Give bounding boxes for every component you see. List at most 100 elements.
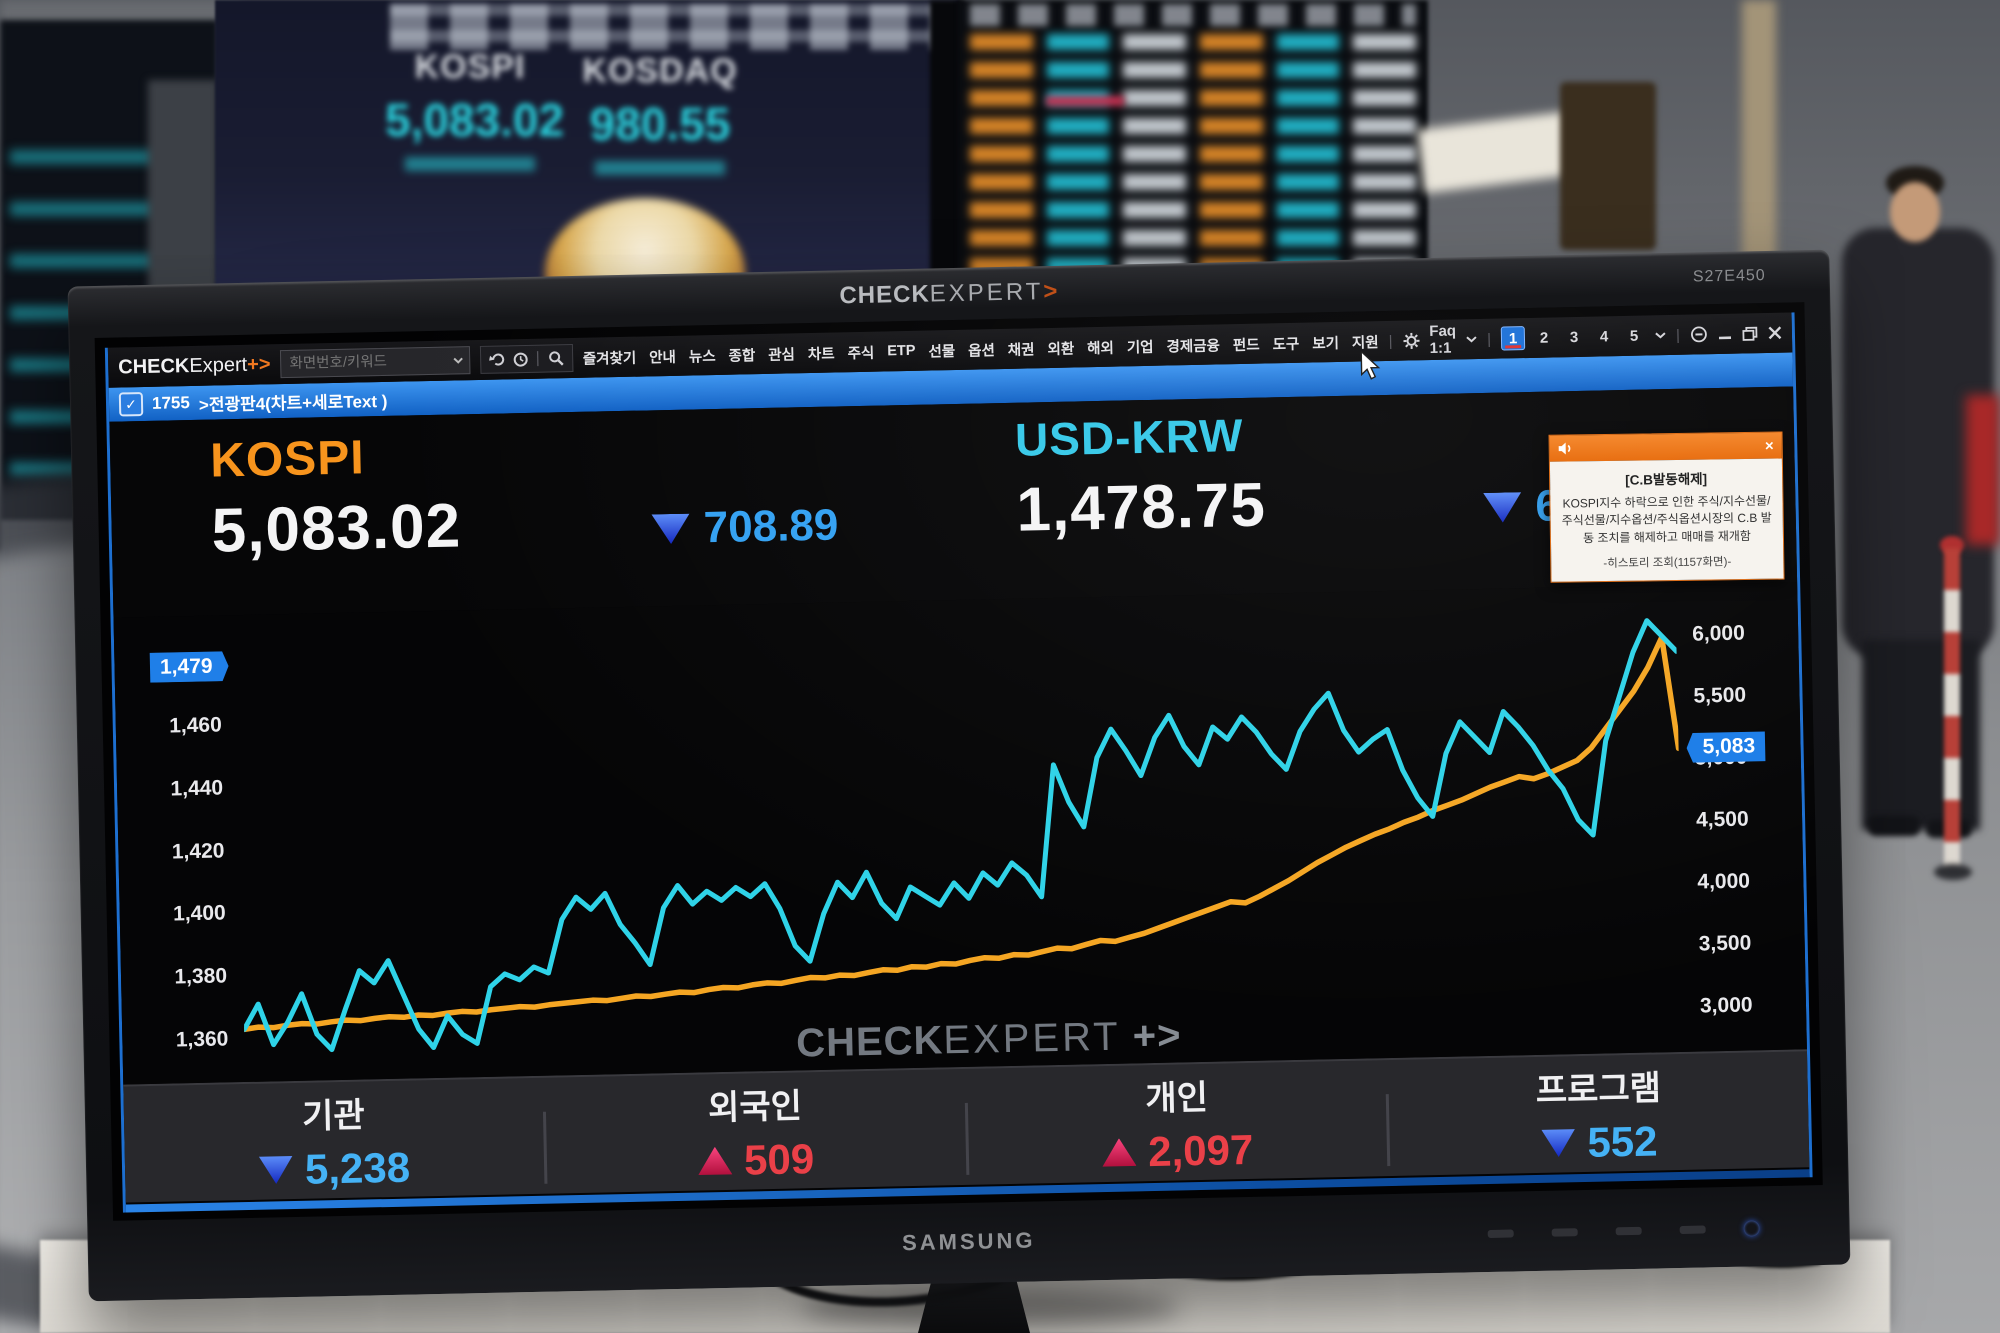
kospi-label: KOSPI	[209, 431, 366, 488]
menu-item-종합[interactable]: 종합	[728, 347, 756, 365]
popup-footer: -히스토리 조회(1157화면)-	[1603, 556, 1732, 571]
menu-item-기업[interactable]: 기업	[1126, 339, 1154, 356]
stat-value: 5,238	[304, 1143, 411, 1193]
history-clock-icon[interactable]	[513, 351, 528, 367]
faq-ratio-label[interactable]: Faq 1:1	[1429, 322, 1457, 358]
axis-tick-3,000: 3,000	[1699, 993, 1753, 1018]
favorite-checkbox[interactable]: ✓	[118, 392, 144, 417]
menu-item-지원[interactable]: 지원	[1351, 334, 1379, 352]
left-axis-usdkrw: 1,460 1,440 1,420 1,400 1,380 1,360 1,479	[114, 625, 241, 1066]
undo-icon[interactable]	[488, 352, 505, 366]
chevron-down-icon[interactable]	[452, 357, 463, 364]
ticker-column-volumes	[1353, 34, 1417, 290]
screen-number: 1755	[151, 393, 191, 413]
menu-item-관심[interactable]: 관심	[768, 346, 796, 364]
down-triangle-icon	[1483, 492, 1522, 523]
barrier-post-base	[1934, 864, 1972, 880]
wall-kospi-label: KOSPI	[414, 48, 526, 86]
menu-item-선물[interactable]: 선물	[928, 343, 956, 361]
menu-item-도구[interactable]: 도구	[1272, 336, 1300, 353]
red-bag	[1966, 395, 2000, 545]
down-triangle-icon	[651, 514, 690, 545]
chevron-down-icon[interactable]	[1466, 335, 1477, 343]
person-legs	[1862, 640, 1980, 830]
workspace-tab-4[interactable]: 4	[1599, 327, 1609, 345]
samsung-monitor: CHECKEXPERT> S27E450 CHECKExpert+>	[67, 249, 1851, 1302]
stat-value: 2,097	[1147, 1125, 1254, 1175]
close-icon[interactable]	[1768, 326, 1782, 340]
gear-icon[interactable]	[1402, 332, 1420, 349]
menu-item-경제금융[interactable]: 경제금융	[1166, 337, 1221, 356]
wall-speaker	[1560, 82, 1656, 250]
menu-item-외환[interactable]: 외환	[1047, 340, 1075, 358]
usdkrw-label: USD-KRW	[1014, 408, 1244, 466]
stat-label: 기관	[301, 1096, 366, 1136]
stat-label: 외국인	[707, 1086, 803, 1127]
menu-item-뉴스[interactable]: 뉴스	[688, 348, 716, 366]
kospi-change: 708.89	[651, 500, 839, 554]
stat-외국인: 외국인 509	[545, 1069, 966, 1194]
checkexpert-app-window: CHECKExpert+>	[104, 312, 1813, 1213]
current-price-badge-1,479: 1,479	[150, 651, 229, 683]
speaker-icon	[1558, 441, 1574, 455]
menu-item-차트[interactable]: 차트	[807, 346, 835, 363]
menu-item-옵션[interactable]: 옵션	[967, 342, 996, 360]
workspace-tab-5[interactable]: 5	[1629, 327, 1639, 345]
current-price-badge-5,083: 5,083	[1686, 732, 1765, 764]
wall-kospi-value: 5,083.02	[385, 94, 565, 146]
separator: |	[1675, 326, 1681, 344]
monitor-power-button	[1743, 1220, 1760, 1237]
axis-tick-1,460: 1,460	[168, 713, 223, 738]
workspace-tab-1[interactable]: 1	[1500, 326, 1526, 351]
stat-value-row: 5,238	[258, 1143, 410, 1194]
stat-value-row: 552	[1541, 1117, 1658, 1167]
screen-search-box[interactable]	[280, 346, 470, 379]
series-line-USD-KRW	[236, 620, 1684, 1051]
workspace-tab-3[interactable]: 3	[1569, 328, 1579, 346]
kospi-value: 5,083.02	[210, 491, 462, 566]
down-triangle-icon	[1541, 1129, 1576, 1158]
stat-프로그램: 프로그램 552	[1388, 1051, 1809, 1176]
monitor-screen: CHECKExpert+>	[94, 302, 1823, 1221]
monitor-menu-button	[1487, 1229, 1514, 1239]
workspace-tab-2[interactable]: 2	[1539, 329, 1549, 347]
app-logo: CHECKExpert+>	[118, 353, 271, 379]
menu-item-채권[interactable]: 채권	[1007, 341, 1035, 359]
axis-tick-5,500: 5,500	[1693, 683, 1747, 708]
watermark-check: CHECK	[795, 1018, 944, 1066]
ticker-column-volumes	[1123, 34, 1187, 290]
bezel-logo-chevron-icon: >	[1043, 277, 1059, 306]
toolbar-icon-group: |	[479, 343, 574, 374]
wall-kosdaq-quote: KOSDAQ 980.55	[575, 52, 745, 175]
restore-icon[interactable]	[1742, 326, 1758, 341]
person-shoe	[1868, 816, 1920, 836]
person-head	[1890, 182, 1940, 242]
chevron-down-icon[interactable]	[1655, 331, 1666, 339]
minimize-icon[interactable]	[1718, 327, 1732, 341]
popup-message: KOSPI지수 하락으로 인한 주식/지수선물/주식선물/지수옵션/주식옵션시장…	[1561, 493, 1772, 546]
watermark-plus-icon: +>	[1132, 1013, 1182, 1059]
monitor-model-label: S27E450	[1692, 266, 1766, 286]
search-icon[interactable]	[548, 350, 564, 366]
menu-item-해외[interactable]: 해외	[1087, 340, 1115, 357]
bezel-logo-check: CHECK	[839, 280, 931, 310]
menu-item-즐겨찾기[interactable]: 즐겨찾기	[582, 350, 637, 368]
search-input[interactable]	[287, 351, 447, 373]
menu-item-안내[interactable]: 안내	[649, 349, 677, 366]
app-logo-plus-icon: +>	[246, 352, 271, 376]
axis-tick-4,500: 4,500	[1695, 807, 1749, 832]
stat-label: 프로그램	[1535, 1068, 1662, 1110]
menu-item-보기[interactable]: 보기	[1312, 335, 1340, 353]
menu-item-펀드[interactable]: 펀드	[1232, 337, 1260, 354]
wall-pillar-shadow	[1742, 0, 1776, 268]
minimize-tray-icon[interactable]	[1690, 325, 1708, 343]
popup-close-icon[interactable]: ×	[1764, 437, 1774, 455]
up-triangle-icon	[698, 1146, 733, 1175]
axis-tick-1,380: 1,380	[174, 964, 228, 989]
menu-item-ETP[interactable]: ETP	[887, 342, 916, 360]
menu-item-주식[interactable]: 주식	[847, 345, 875, 362]
circuit-breaker-popup: × [C.B발동해제] KOSPI지수 하락으로 인한 주식/지수선물/주식선물…	[1548, 431, 1785, 583]
app-logo-expert: Expert	[189, 353, 248, 377]
mouse-cursor	[1360, 351, 1381, 380]
